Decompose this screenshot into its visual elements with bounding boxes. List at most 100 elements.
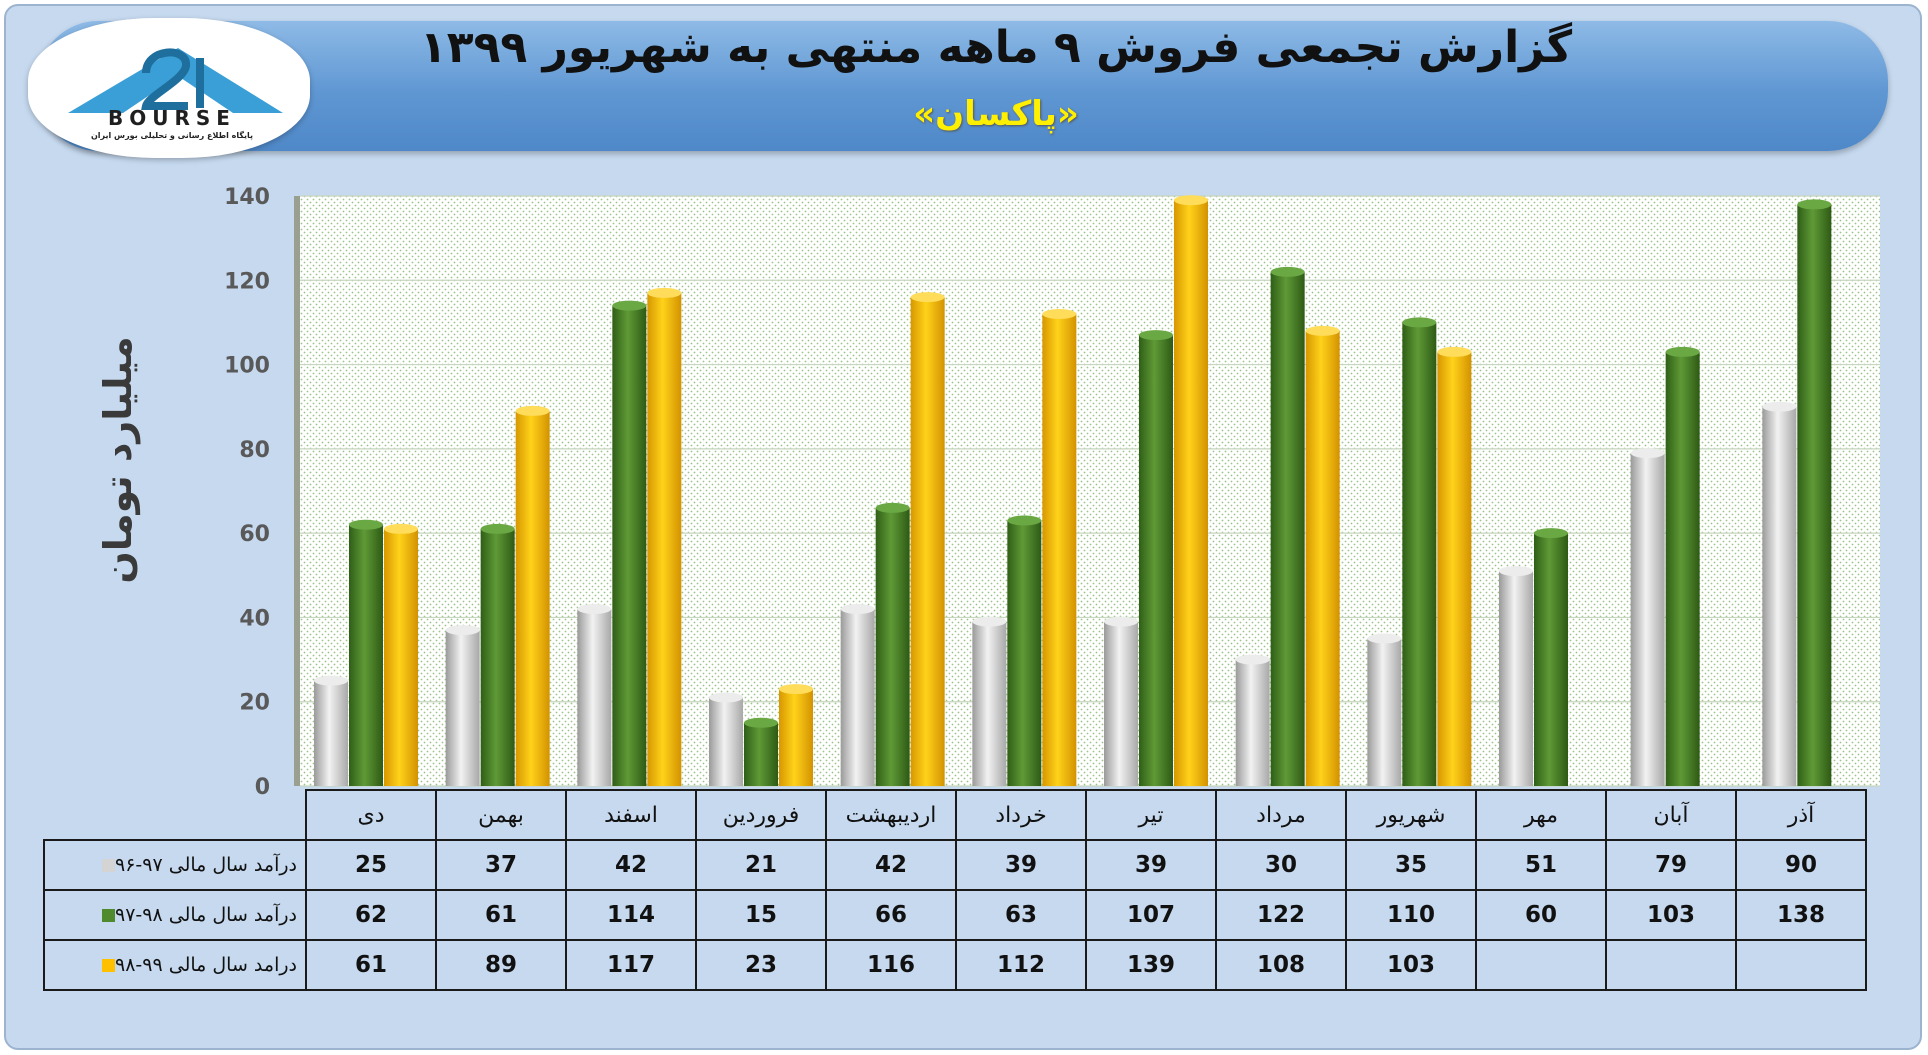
bar <box>1007 520 1042 786</box>
bar <box>1665 351 1700 786</box>
data-cell: 63 <box>955 889 1087 941</box>
bar <box>445 630 480 786</box>
bar-top <box>972 616 1007 627</box>
series-name: درآمد سال مالی ۹۷-۹۶ <box>115 854 297 876</box>
bars <box>314 195 1832 786</box>
data-cell: 61 <box>435 889 567 941</box>
data-cell: 42 <box>825 839 957 891</box>
bar <box>577 609 612 786</box>
bar-chart: 0 20 40 60 80 100 120 140 <box>224 185 1880 800</box>
bar <box>1270 271 1305 786</box>
data-cell: 61 <box>305 939 437 991</box>
category-label: آبان <box>1605 789 1737 841</box>
y-tick-label: 0 <box>255 775 270 800</box>
data-cell: 21 <box>695 839 827 891</box>
table-corner <box>44 790 306 840</box>
data-cell: 30 <box>1215 839 1347 891</box>
bar <box>1402 322 1437 786</box>
data-cell: 110 <box>1345 889 1477 941</box>
report-title: گزارش تجمعی فروش ۹ ماهه منتهی به شهریور … <box>419 22 1573 73</box>
title-banner <box>38 21 1888 151</box>
plot-side-wall <box>294 196 300 786</box>
category-label: آذر <box>1735 789 1867 841</box>
bar-top <box>840 604 875 614</box>
data-cell: 60 <box>1475 889 1607 941</box>
y-tick-label: 80 <box>239 438 270 463</box>
bar-top <box>314 675 348 686</box>
data-cell: 23 <box>695 939 827 991</box>
data-cell <box>1605 939 1737 991</box>
bar <box>1437 351 1472 786</box>
logo-caption: پایگاه اطلاع رسانی و تحلیلی بورس ایران <box>90 131 254 140</box>
bar-top <box>1499 566 1533 577</box>
data-cell: 108 <box>1215 939 1347 991</box>
category-label: دی <box>305 789 437 841</box>
data-cell: 25 <box>305 839 437 891</box>
bar <box>349 524 383 786</box>
data-cell: 51 <box>1475 839 1607 891</box>
data-cell: 117 <box>565 939 697 991</box>
y-tick-label: 60 <box>239 522 270 547</box>
bar <box>1762 406 1797 786</box>
bar-top <box>875 502 910 513</box>
legend-swatch-icon <box>102 909 115 922</box>
legend-swatch-icon <box>102 859 115 872</box>
bar <box>972 621 1007 786</box>
y-axis-label: میلیارد تومان <box>96 336 140 584</box>
bar <box>910 297 945 786</box>
bar <box>1305 330 1340 786</box>
bar <box>647 292 682 786</box>
bar-top <box>1174 195 1208 206</box>
bar-top <box>612 300 647 311</box>
data-cell: 114 <box>565 889 697 941</box>
bar-top <box>647 287 682 298</box>
bar <box>1797 204 1832 786</box>
category-label: خرداد <box>955 789 1087 841</box>
data-cell: 103 <box>1345 939 1477 991</box>
bar-top <box>779 684 813 695</box>
table-row: درامد سال مالی ۹۹-۹۸ 61 89 117 23 116 112 139 10… <box>43 939 1867 991</box>
data-cell: 112 <box>955 939 1087 991</box>
bar-top <box>1042 309 1077 319</box>
bar-top <box>1139 330 1173 341</box>
table-row: درآمد سال مالی ۹۸-۹۷ 62 61 114 15 66 63 107 122 1… <box>43 889 1867 941</box>
data-cell: 116 <box>825 939 957 991</box>
bar-top <box>910 292 945 303</box>
y-tick-label: 120 <box>224 269 270 294</box>
bar-top <box>1305 325 1340 336</box>
bar <box>612 305 647 786</box>
data-cell: 122 <box>1215 889 1347 941</box>
category-label: شهریور <box>1345 789 1477 841</box>
bar-top <box>1104 616 1138 627</box>
bar-top <box>709 692 743 703</box>
bar-top <box>1235 654 1270 665</box>
bar <box>1042 314 1077 786</box>
category-label: تیر <box>1085 789 1217 841</box>
bar <box>515 410 550 786</box>
bar <box>1104 621 1138 786</box>
data-cell: 139 <box>1085 939 1217 991</box>
data-cell: 15 <box>695 889 827 941</box>
data-cell <box>1735 939 1867 991</box>
data-cell: 103 <box>1605 889 1737 941</box>
bar <box>779 689 813 786</box>
bar-top <box>515 405 550 416</box>
bar-top <box>445 625 480 636</box>
logo-mark-icon <box>68 48 283 113</box>
bar <box>1534 533 1568 786</box>
y-axis-ticks: 0 20 40 60 80 100 120 140 <box>224 185 270 800</box>
data-cell: 39 <box>1085 839 1217 891</box>
series-label: درآمد سال مالی ۹۸-۹۷ <box>43 889 307 941</box>
bar-top <box>1437 346 1472 357</box>
logo-text: BOURSE <box>108 106 236 130</box>
gridlines <box>300 195 1880 787</box>
bar-top <box>1534 528 1568 539</box>
bar <box>709 697 743 786</box>
category-label: مرداد <box>1215 789 1347 841</box>
bar-top <box>1630 448 1665 459</box>
series-name: درامد سال مالی ۹۹-۹۸ <box>115 954 297 976</box>
bar-top <box>384 523 418 534</box>
report-subtitle: «پاکسان» <box>913 94 1079 134</box>
y-tick-label: 40 <box>239 606 270 631</box>
data-cell <box>1475 939 1607 991</box>
